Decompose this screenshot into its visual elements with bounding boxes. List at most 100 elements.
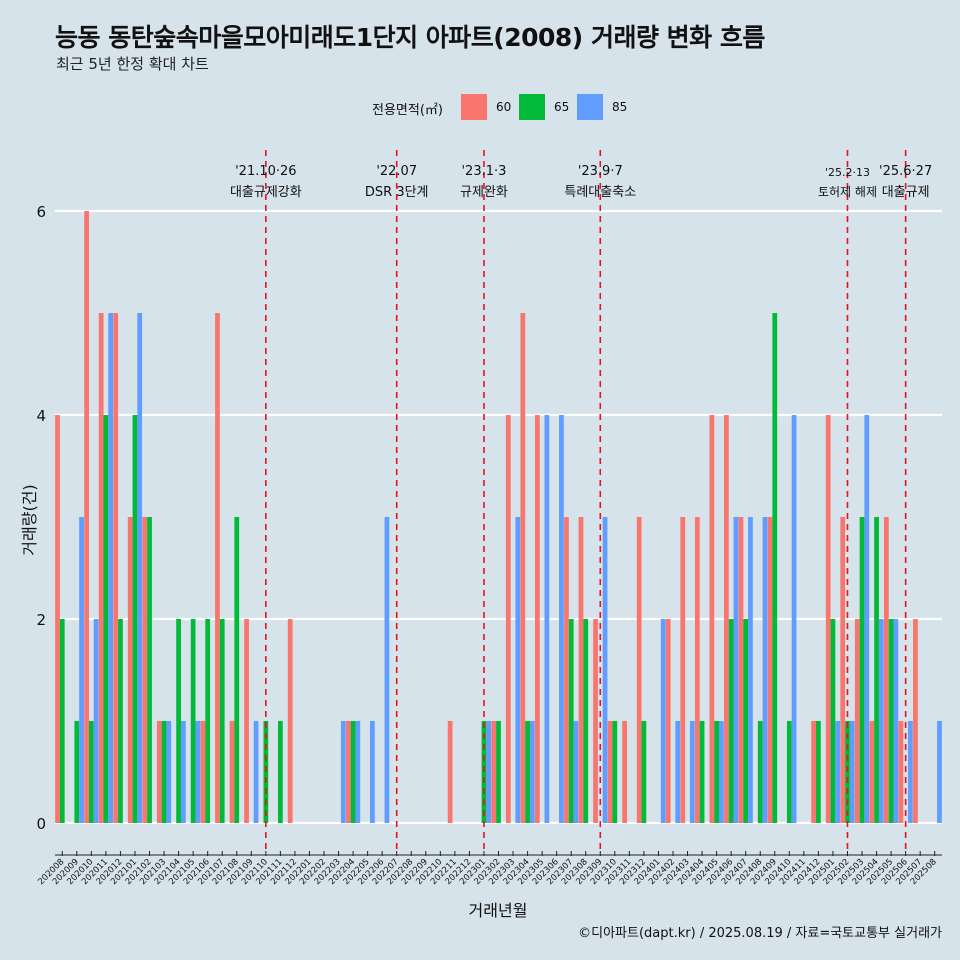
bar-85-202501 <box>835 721 841 823</box>
bar-85-202206 <box>384 517 390 823</box>
bar-60-202404 <box>694 517 700 823</box>
bar-65-202406 <box>728 619 734 823</box>
bar-85-202010 <box>93 619 99 823</box>
bar-60-202412 <box>811 721 817 823</box>
bar-60-202112 <box>287 619 293 823</box>
y-tick-label-2: 2 <box>36 611 46 629</box>
bar-60-202204 <box>345 721 351 823</box>
bar-65-202310 <box>612 721 618 823</box>
bar-65-202010 <box>88 721 94 823</box>
chart-subtitle: 최근 5년 한정 확대 차트 <box>56 55 209 73</box>
x-axis-title: 거래년월 <box>468 901 528 920</box>
event-date-202506: '25.6·27 <box>879 164 932 179</box>
bar-60-202504 <box>869 721 875 823</box>
bar-60-202409 <box>767 517 773 823</box>
legend-label-60: 60 <box>496 100 512 114</box>
bar-60-202507 <box>913 619 918 823</box>
legend: 전용면적(㎡) 60 65 85 <box>0 92 960 122</box>
bar-85-202307 <box>573 721 579 823</box>
bar-60-202008 <box>55 415 60 823</box>
bar-85-202104 <box>180 721 186 823</box>
legend-label-65: 65 <box>554 100 570 114</box>
bar-85-202408 <box>762 517 768 823</box>
bar-60-202012 <box>113 313 119 823</box>
bar-65-202308 <box>583 619 589 823</box>
bar-65-202409 <box>772 313 778 823</box>
legend-swatch-65 <box>519 94 545 120</box>
bar-60-202010 <box>84 211 89 823</box>
bar-65-202505 <box>888 619 894 823</box>
bar-65-202407 <box>743 619 749 823</box>
y-tick-label-4: 4 <box>36 407 46 425</box>
bar-65-202501 <box>830 619 836 823</box>
bar-60-202406 <box>724 415 729 823</box>
bar-65-202408 <box>757 721 763 823</box>
bar-65-202404 <box>699 721 705 823</box>
bar-85-202009 <box>79 517 84 823</box>
bar-85-202504 <box>878 619 884 823</box>
y-axis-ticks: 0 2 4 6 <box>36 203 46 833</box>
bar-60-202402 <box>665 619 671 823</box>
bar-60-202304 <box>520 313 526 823</box>
bar-65-202307 <box>568 619 574 823</box>
bar-85-202506 <box>908 721 913 823</box>
bar-85-202505 <box>893 619 899 823</box>
bar-60-202108 <box>229 721 235 823</box>
legend-swatch-60 <box>461 94 487 120</box>
bar-60-202106 <box>200 721 206 823</box>
bar-60-202503 <box>854 619 860 823</box>
bar-85-202204 <box>355 721 361 823</box>
bar-60-202312 <box>636 517 642 823</box>
bar-60-202211 <box>447 721 453 823</box>
bar-85-202508 <box>937 721 942 823</box>
bar-65-202107 <box>219 619 225 823</box>
y-tick-label-0: 0 <box>36 815 46 833</box>
bar-65-202302 <box>496 721 501 823</box>
bar-60-202103 <box>156 721 162 823</box>
bar-65-202405 <box>714 721 719 823</box>
bar-65-202111 <box>278 721 283 823</box>
bar-65-202204 <box>350 721 356 823</box>
bar-60-202102 <box>142 517 148 823</box>
bar-85-202203 <box>340 721 346 823</box>
event-label-202301: 규제완화 <box>460 185 508 200</box>
bar-65-202312 <box>641 721 647 823</box>
bar-85-202011 <box>108 313 114 823</box>
y-tick-label-6: 6 <box>36 203 46 221</box>
bar-60-202305 <box>534 415 540 823</box>
bar-60-202506 <box>898 721 904 823</box>
legend-swatch-85 <box>577 94 603 120</box>
annotations: '21.10·26 대출규제강화 '22.07 DSR 3단계 '23.1·3 규제완화 '… <box>230 150 932 850</box>
bar-65-202011 <box>103 415 109 823</box>
y-axis-title: 거래량(건) <box>20 484 39 556</box>
event-label-202207: DSR 3단계 <box>365 185 429 200</box>
event-label-202506: 대출규제 <box>882 185 930 200</box>
event-label-202309: 특례대출축소 <box>564 185 636 200</box>
event-date-202110: '21.10·26 <box>235 164 296 179</box>
source-caption: ©디아파트(dapt.kr) / 2025.08.19 / 자료=국토교통부 실… <box>578 926 942 941</box>
bar-60-202310 <box>607 721 613 823</box>
chart-title: 능동 동탄숲속마을모아미래도1단지 아파트(2008) 거래량 변화 흐름 <box>55 23 765 52</box>
bar-85-202309 <box>602 517 608 823</box>
bar-60-202109 <box>244 619 249 823</box>
bar-65-202106 <box>205 619 211 823</box>
bar-65-202304 <box>525 721 530 823</box>
bar-65-202504 <box>874 517 879 823</box>
bar-85-202301 <box>486 721 492 823</box>
bar-85-202410 <box>791 415 797 823</box>
bar-65-202012 <box>118 619 123 823</box>
bar-85-202405 <box>718 721 724 823</box>
bars <box>55 211 942 823</box>
bar-65-202102 <box>147 517 152 823</box>
event-date-202207: '22.07 <box>376 164 417 179</box>
bar-85-202407 <box>748 517 753 823</box>
bar-85-202503 <box>864 415 870 823</box>
event-date-202309: '23.9·7 <box>578 164 623 179</box>
bar-60-202502 <box>840 517 846 823</box>
legend-title: 전용면적(㎡) <box>372 103 443 118</box>
bar-85-202305 <box>544 415 550 823</box>
bar-85-202101 <box>137 313 143 823</box>
event-date-202301: '23.1·3 <box>461 164 506 179</box>
legend-label-85: 85 <box>612 100 628 114</box>
bar-60-202311 <box>622 721 627 823</box>
